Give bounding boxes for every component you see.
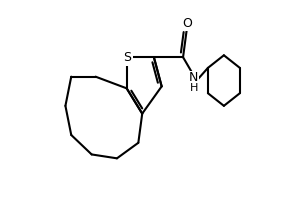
Text: H: H: [190, 83, 198, 93]
Text: S: S: [123, 51, 131, 64]
Text: O: O: [182, 17, 192, 30]
Text: N: N: [189, 71, 198, 84]
